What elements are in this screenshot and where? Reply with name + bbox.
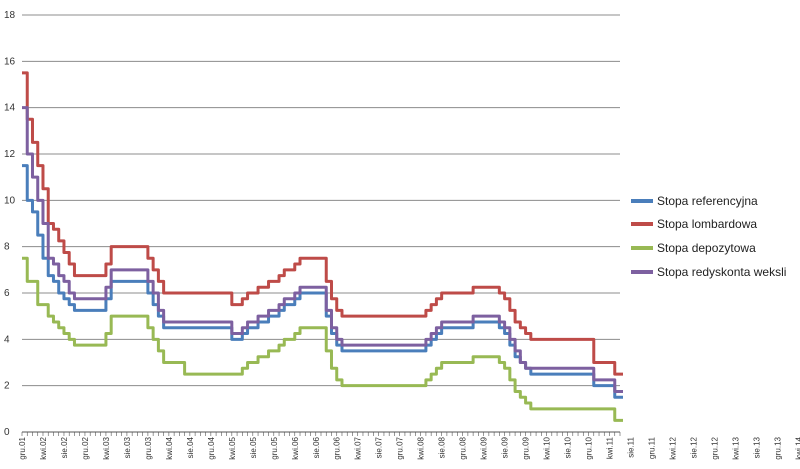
- y-tick-label: 6: [4, 288, 10, 299]
- y-tick-label: 0: [4, 427, 10, 438]
- x-tick-label: kwi.07: [354, 436, 363, 459]
- x-tick-label: gru.13: [773, 436, 782, 459]
- x-tick-label: sie.06: [312, 436, 321, 458]
- x-tick-label: sie.04: [186, 436, 195, 458]
- x-tick-label: kwi.12: [668, 436, 677, 459]
- legend-label: Stopa lombardowa: [657, 217, 757, 231]
- y-tick-label: 4: [4, 334, 10, 345]
- x-tick-label: gru.03: [144, 436, 153, 459]
- chart-series-lines: [22, 71, 623, 422]
- x-tick-label: kwi.06: [291, 436, 300, 459]
- chart-legend: Stopa referencyjna Stopa lombardowa Stopa …: [631, 194, 786, 279]
- x-tick-label: gru.12: [710, 436, 719, 459]
- series-line-4: [22, 106, 623, 393]
- x-tick-label: kwi.05: [228, 436, 237, 459]
- x-tick-label: gru.11: [647, 436, 656, 459]
- x-tick-label: sie.10: [564, 436, 573, 458]
- x-tick-label: sie.08: [438, 436, 447, 458]
- x-tick-label: gru.07: [396, 436, 405, 459]
- x-tick-label: sie.09: [501, 436, 510, 458]
- x-tick-label: kwi.10: [543, 436, 552, 459]
- x-tick-label: kwi.09: [480, 436, 489, 459]
- x-tick-label: gru.10: [585, 436, 594, 459]
- y-tick-label: 8: [4, 242, 10, 253]
- x-tick-label: gru.09: [522, 436, 531, 459]
- x-tick-label: kwi.03: [102, 436, 111, 459]
- x-tick-label: gru.05: [270, 436, 279, 459]
- y-tick-label: 14: [4, 103, 16, 114]
- y-tick-label: 18: [4, 10, 16, 21]
- x-tick-label: sie.02: [60, 436, 69, 458]
- legend-label: Stopa referencyjna: [657, 194, 758, 208]
- x-tick-label: gru.04: [207, 436, 216, 459]
- x-tick-label: sie.03: [123, 436, 132, 458]
- x-tick-label: kwi.13: [731, 436, 740, 459]
- x-tick-label: kwi.11: [606, 436, 615, 459]
- x-tick-label: gru.01: [18, 436, 27, 459]
- x-tick-label: sie.05: [249, 436, 258, 458]
- series-line-3: [22, 256, 623, 422]
- y-tick-label: 10: [4, 195, 16, 206]
- x-tick-label: gru.02: [81, 436, 90, 459]
- x-axis: gru.01 kwi.02 sie.02 gru.02 kwi.03 sie.03 gru.…: [18, 431, 800, 460]
- y-tick-label: 12: [4, 149, 16, 160]
- chart-gridlines: [22, 14, 620, 433]
- y-axis-tick-labels: 0 2 4 6 8 10 12 14 16 18: [4, 10, 16, 438]
- y-tick-label: 16: [4, 56, 16, 67]
- x-tick-label: kwi.02: [39, 436, 48, 459]
- legend-label: Stopa depozytowa: [657, 241, 756, 255]
- series-line-1: [22, 164, 623, 399]
- x-tick-label: gru.08: [459, 436, 468, 459]
- x-tick-label: sie.07: [375, 436, 384, 458]
- x-tick-label: sie.12: [689, 436, 698, 458]
- x-tick-label: gru.06: [333, 436, 342, 459]
- x-tick-label: kwi.08: [417, 436, 426, 459]
- series-line-2: [22, 71, 623, 376]
- x-tick-label: sie.13: [752, 436, 761, 458]
- x-tick-label: kwi.04: [165, 436, 174, 459]
- x-tick-label: sie.11: [626, 436, 635, 457]
- x-tick-label: kwi.14: [794, 436, 800, 459]
- y-tick-label: 2: [4, 381, 10, 392]
- legend-label: Stopa redyskonta weksli: [657, 265, 786, 279]
